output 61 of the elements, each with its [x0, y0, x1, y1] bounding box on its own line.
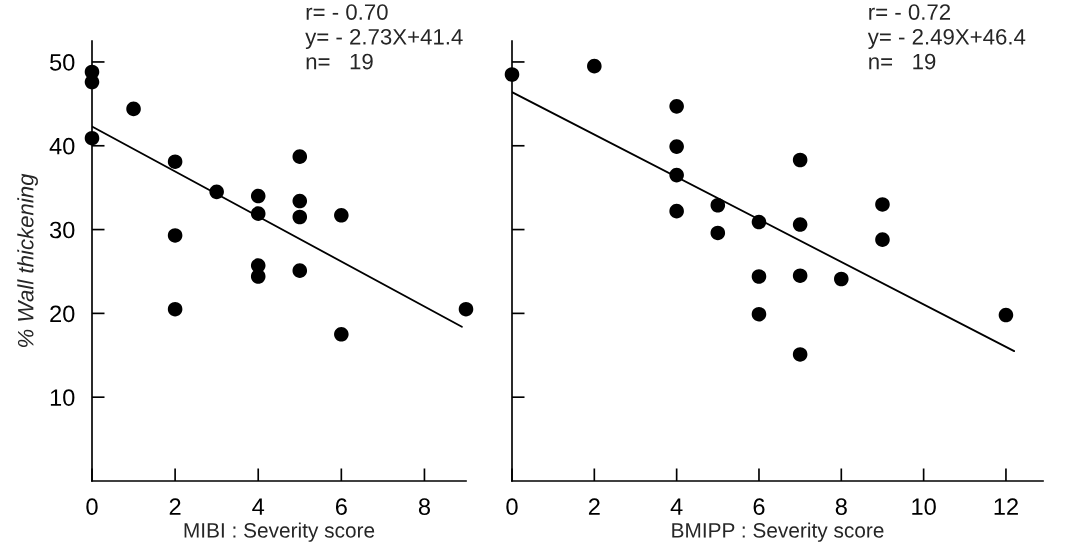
point: [334, 327, 349, 342]
point: [669, 203, 684, 219]
point: [669, 99, 684, 114]
text: r= - 0.70: [306, 4, 388, 20]
point: [84, 130, 100, 146]
point: [751, 269, 767, 284]
point: [751, 214, 767, 230]
annotation: n= 19: [869, 53, 936, 70]
x-tick-label: 6: [335, 498, 347, 516]
x-axis-title: MIBI : Severity score: [184, 522, 375, 542]
point: [792, 217, 808, 232]
point: [250, 269, 266, 284]
x-tick-label: 6: [753, 498, 765, 516]
point: [167, 154, 183, 169]
x-tick-label: 4: [670, 498, 683, 515]
point: [710, 197, 726, 213]
point: [126, 101, 141, 117]
x-tick-label: 2: [588, 498, 600, 515]
point: [834, 271, 849, 287]
point: [751, 306, 767, 322]
point: [292, 263, 308, 278]
point: [792, 268, 808, 283]
x-tick-label: 8: [835, 498, 847, 516]
point: [167, 301, 183, 317]
point: [292, 209, 308, 225]
annotation: y= - 2.73X+41.4: [305, 28, 463, 50]
text: r= - 0.72: [869, 4, 951, 20]
point: [504, 67, 520, 82]
x-axis-title: BMIPP : Severity score: [672, 522, 884, 542]
annotation: n= 19: [306, 53, 373, 70]
point: [998, 307, 1014, 323]
point: [875, 232, 890, 247]
x-tick-label: 0: [506, 498, 518, 516]
point: [292, 149, 308, 164]
x-tick-label: 10: [912, 498, 936, 516]
x-tick-label: 4: [252, 498, 265, 515]
y-tick-label: 50: [50, 54, 75, 71]
point: [250, 188, 266, 204]
y-tick-label: 40: [49, 137, 75, 155]
y-tick-label: 30: [49, 221, 75, 239]
point: [167, 228, 183, 243]
x-tick-label: 0: [86, 498, 98, 516]
point: [669, 167, 684, 183]
point: [292, 193, 308, 209]
point: [875, 197, 890, 212]
x-tick-label: 8: [418, 498, 430, 516]
x-tick-label: 2: [169, 498, 181, 515]
point: [792, 152, 808, 168]
y-tick-label: 20: [50, 305, 75, 323]
point: [710, 225, 726, 241]
point: [669, 139, 684, 154]
point: [792, 347, 808, 362]
point: [250, 206, 266, 221]
y-tick-label: 10: [50, 389, 75, 406]
x-tick-label: 12: [994, 498, 1018, 515]
point: [587, 58, 602, 74]
point: [209, 184, 224, 200]
annotation: y= - 2.49X+46.4: [867, 28, 1026, 50]
y-axis-title: % Wall thickening: [17, 173, 38, 347]
point: [334, 208, 349, 223]
point: [458, 301, 474, 317]
